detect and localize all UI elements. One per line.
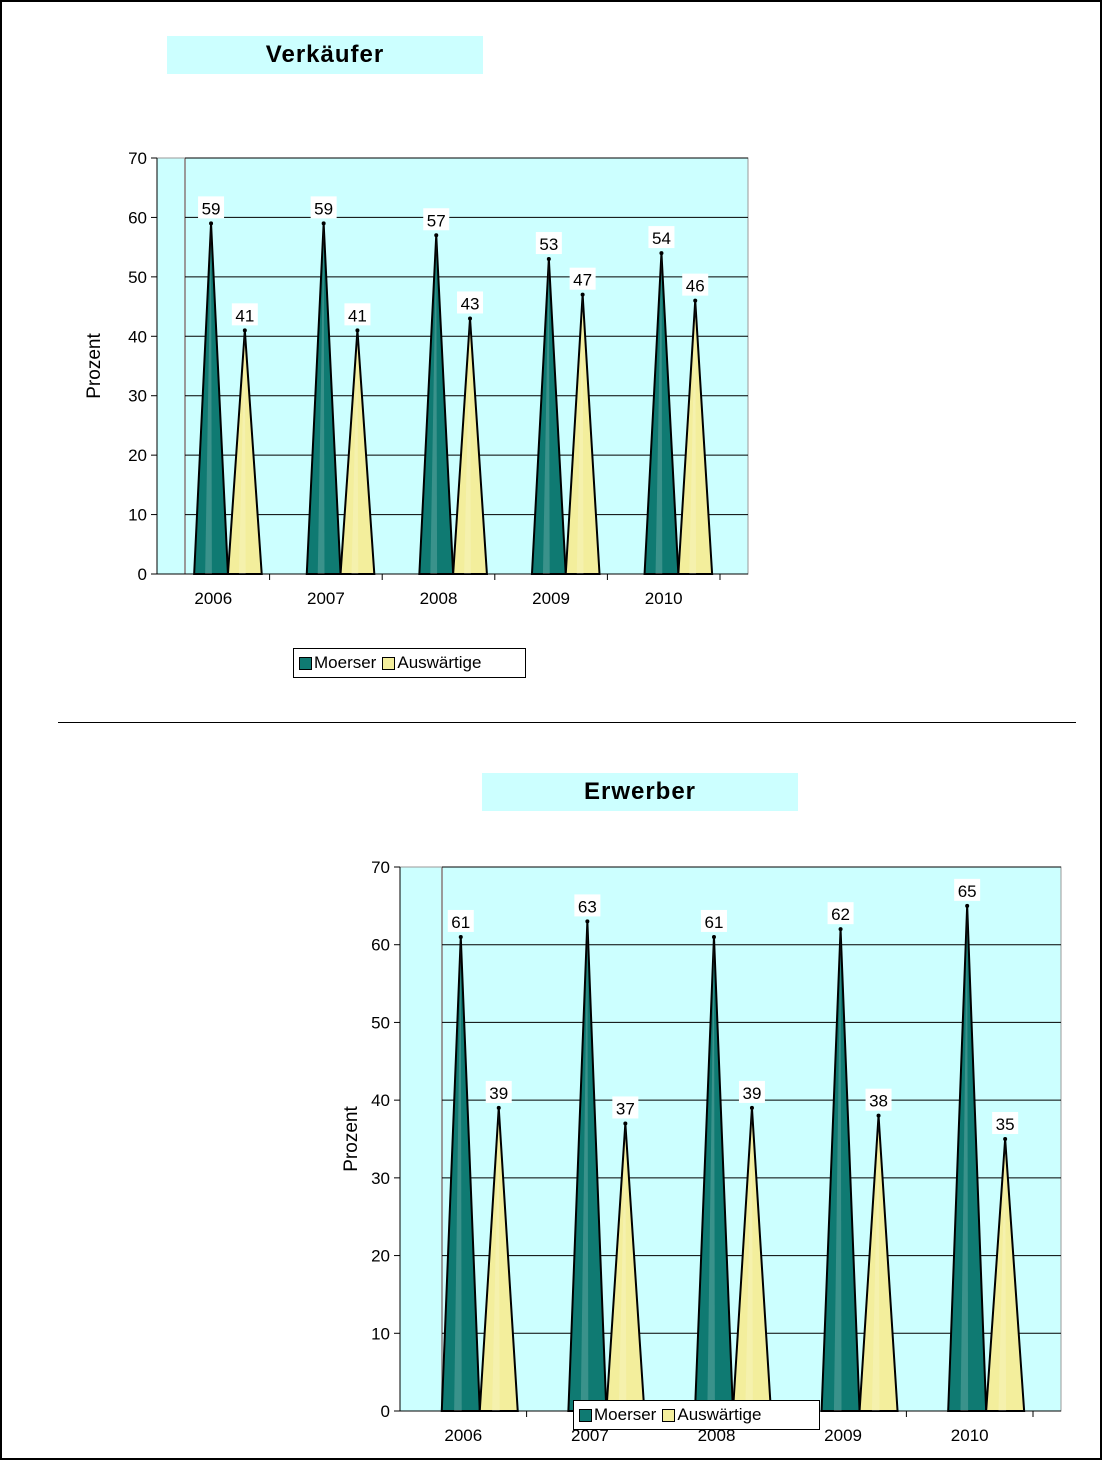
y-tick-label: 30: [371, 1169, 390, 1188]
data-label: 61: [705, 913, 724, 932]
cone-tip: [839, 927, 843, 931]
data-label: 35: [996, 1115, 1015, 1134]
cone-tip: [712, 935, 716, 939]
cone-tip: [877, 1114, 881, 1118]
legend-label-auswaertige: Auswärtige: [677, 1405, 761, 1425]
data-label: 65: [958, 882, 977, 901]
cone-tip: [497, 1106, 501, 1110]
legend-item-moerser: Moerser: [579, 1405, 656, 1425]
y-tick-label: 50: [371, 1013, 390, 1032]
legend-erwerber: Moerser Auswärtige: [573, 1400, 820, 1430]
x-tick-label: 2006: [444, 1426, 482, 1445]
data-label: 63: [578, 897, 597, 916]
legend-item-auswaertige: Auswärtige: [662, 1405, 761, 1425]
data-label: 61: [451, 913, 470, 932]
cone-tip: [623, 1121, 627, 1125]
x-tick-label: 2010: [951, 1426, 989, 1445]
y-tick-label: 40: [371, 1091, 390, 1110]
legend-label-moerser: Moerser: [594, 1405, 656, 1425]
y-tick-label: 10: [371, 1324, 390, 1343]
cone-tip: [459, 935, 463, 939]
data-label: 39: [742, 1084, 761, 1103]
cone-tip: [965, 904, 969, 908]
x-tick-label: 2009: [824, 1426, 862, 1445]
cone-tip: [585, 919, 589, 923]
cone-tip: [750, 1106, 754, 1110]
y-axis-label: Prozent: [341, 1106, 362, 1172]
y-tick-label: 20: [371, 1247, 390, 1266]
data-label: 62: [831, 905, 850, 924]
y-tick-label: 60: [371, 936, 390, 955]
data-label: 37: [616, 1099, 635, 1118]
data-label: 39: [489, 1084, 508, 1103]
data-label: 38: [869, 1092, 888, 1111]
legend-swatch-moerser: [579, 1409, 592, 1422]
y-tick-label: 70: [371, 858, 390, 877]
legend-swatch-auswaertige: [662, 1409, 675, 1422]
y-tick-label: 0: [381, 1402, 390, 1421]
cone-tip: [1003, 1137, 1007, 1141]
